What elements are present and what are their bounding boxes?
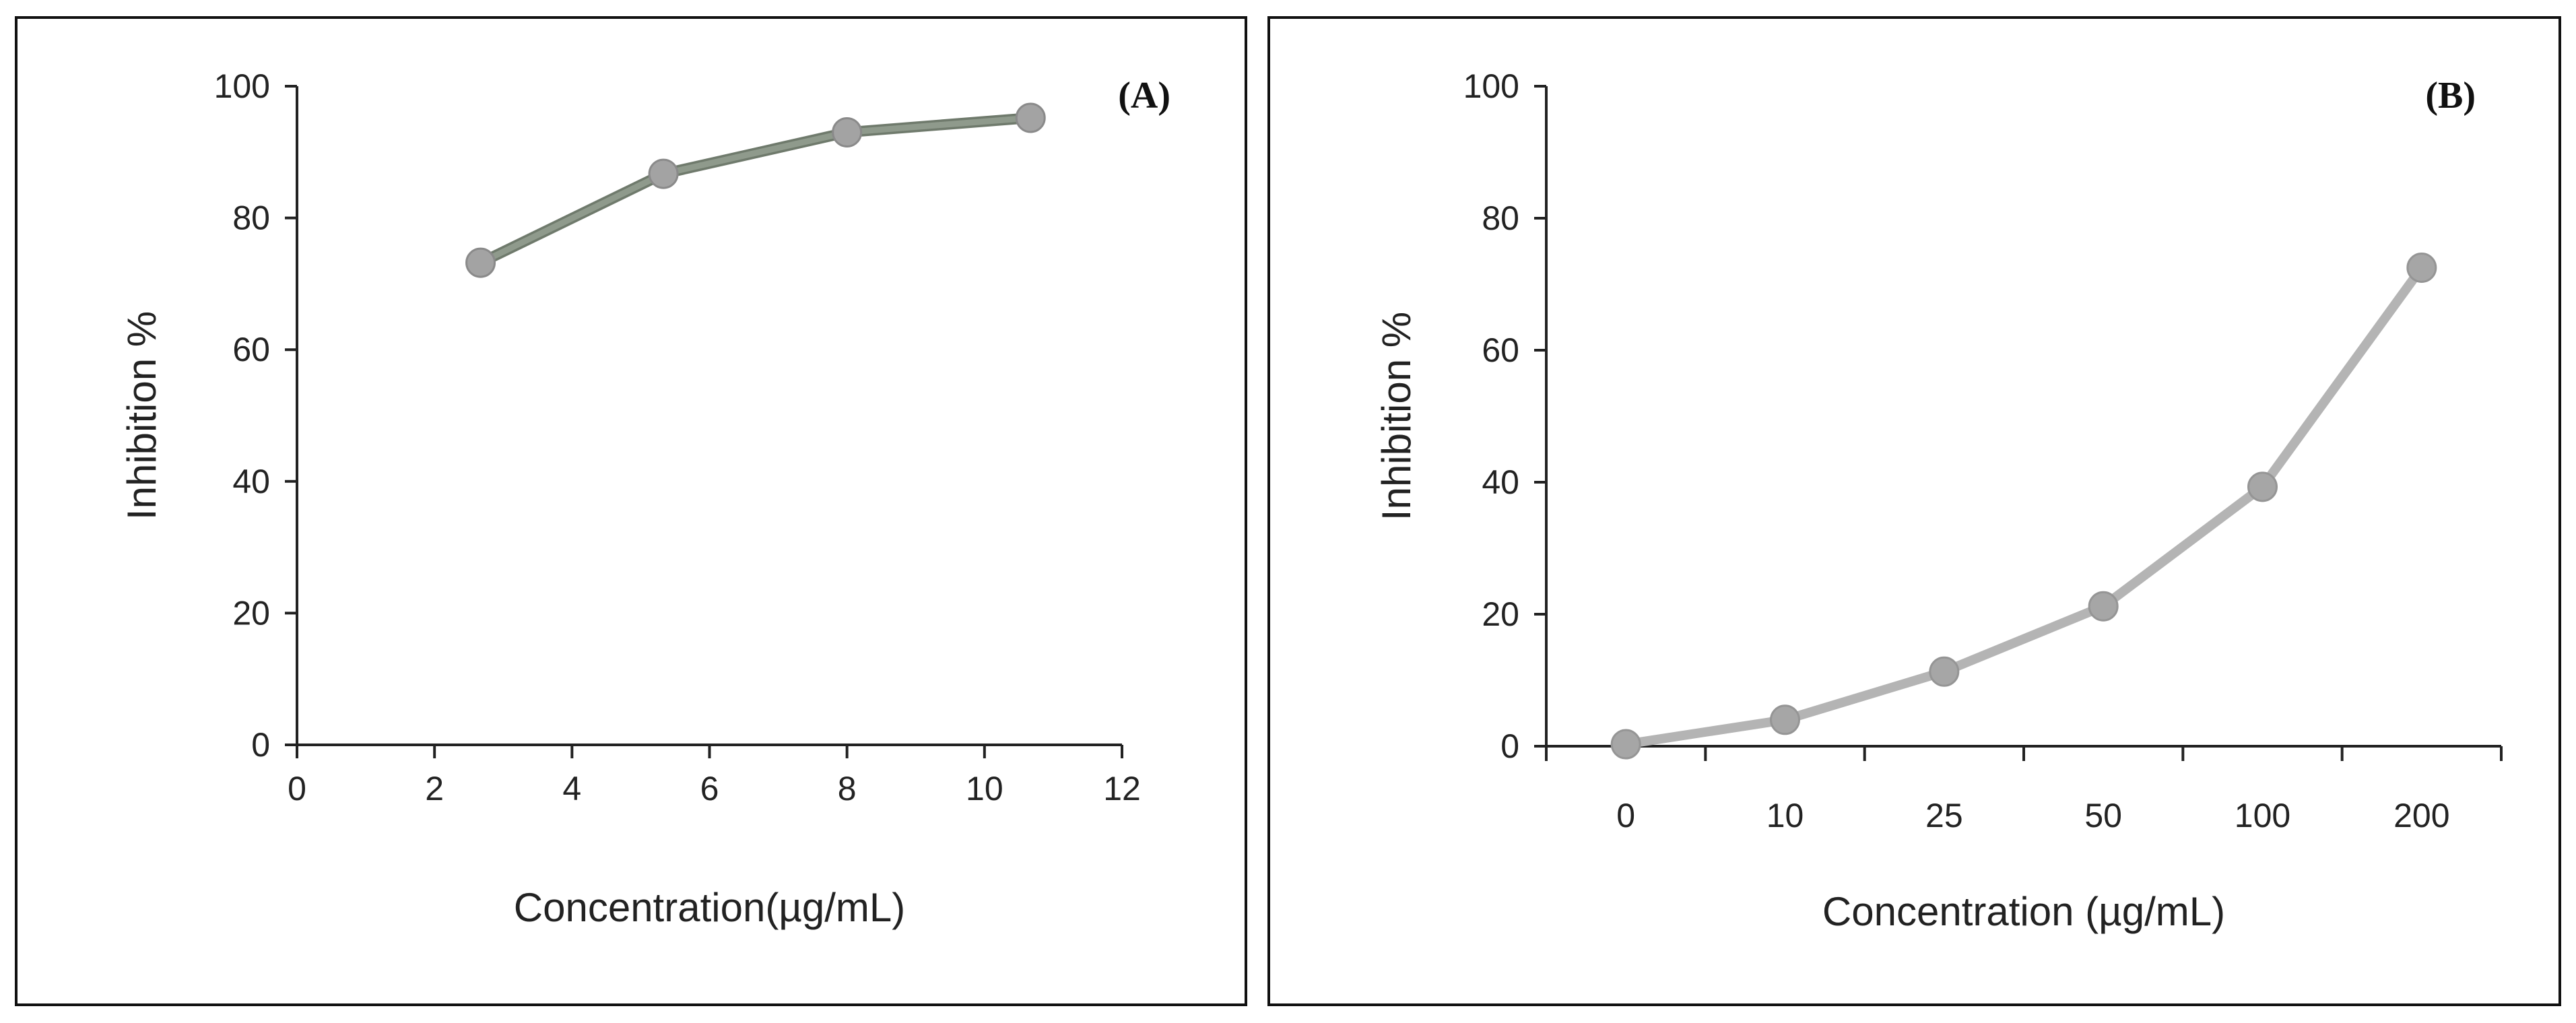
panel-label-b: (B)	[2425, 75, 2476, 117]
data-point	[1929, 656, 1960, 687]
y-tick-label: 100	[214, 67, 270, 105]
x-tick-label: 8	[838, 770, 857, 807]
x-tick-label: 10	[966, 770, 1003, 807]
data-point	[2406, 253, 2437, 283]
x-tick-label: 2	[425, 770, 444, 807]
y-tick-label: 40	[232, 463, 270, 500]
y-tick-label: 20	[232, 594, 270, 632]
x-tick-label: 12	[1103, 770, 1141, 807]
data-point	[465, 247, 496, 278]
data-point	[1610, 729, 1641, 760]
chart-b-svg: 0 20 40 60 80 100 0 10 25 50 100 200 Concentration (…	[1374, 67, 2503, 934]
y-tick-label: 80	[232, 199, 270, 237]
x-tick-label: 50	[2084, 797, 2122, 834]
x-tick-label: 200	[2393, 797, 2449, 834]
y-axis-title: Inhibition %	[1374, 312, 1419, 521]
x-tick-label: 100	[2235, 797, 2290, 834]
x-tick-label: 6	[700, 770, 719, 807]
chart-a-svg: 0 20 40 60 80 100 0 2 4 6 8 10 12 Concentration(µg/mL…	[119, 67, 1170, 930]
y-axis-title: Inhibition %	[119, 311, 164, 520]
y-tick-label: 20	[1482, 595, 1519, 633]
data-point	[2088, 591, 2119, 622]
data-point	[1015, 102, 1046, 133]
data-point	[648, 158, 679, 189]
data-point	[832, 117, 863, 147]
series-line	[477, 114, 1034, 266]
series-line	[1621, 263, 2426, 750]
chart-panel-a: 0 20 40 60 80 100 0 2 4 6 8 10 12 Concentration(µg/mL…	[15, 16, 1247, 1006]
x-tick-label: 4	[562, 770, 581, 807]
data-point	[2247, 471, 2278, 502]
y-tick-label: 60	[232, 331, 270, 368]
x-tick-label: 10	[1766, 797, 1804, 834]
x-tick-label: 0	[1616, 797, 1635, 834]
y-tick-label: 80	[1482, 199, 1519, 237]
chart-panel-b: 0 20 40 60 80 100 0 10 25 50 100 200 Concentration (…	[1267, 16, 2561, 1006]
x-axis-title: Concentration(µg/mL)	[514, 885, 905, 930]
panel-label-a: (A)	[1118, 75, 1170, 117]
y-tick-label: 60	[1482, 331, 1519, 369]
data-point	[1770, 704, 1800, 735]
y-tick-label: 100	[1463, 67, 1519, 105]
series-line-outline	[475, 112, 1036, 269]
x-tick-label: 25	[1925, 797, 1963, 834]
y-tick-label: 0	[1500, 727, 1519, 765]
x-tick-label: 0	[288, 770, 306, 807]
x-axis-title: Concentration (µg/mL)	[1822, 889, 2225, 934]
y-tick-label: 40	[1482, 463, 1519, 501]
y-tick-label: 0	[251, 726, 270, 764]
